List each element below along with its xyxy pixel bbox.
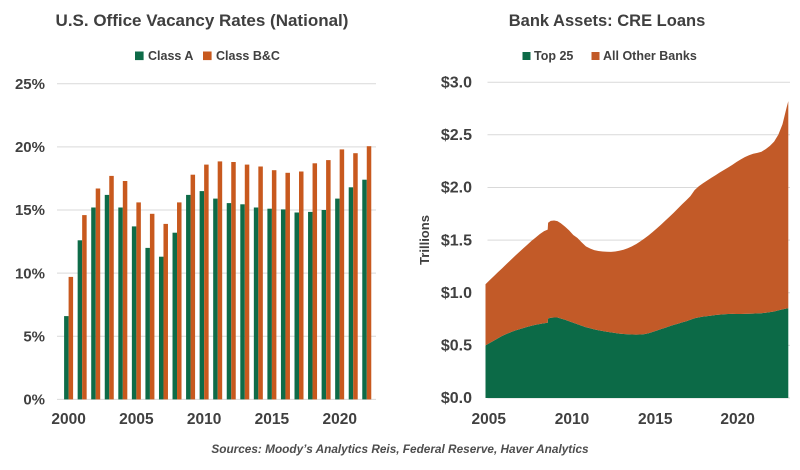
svg-text:5%: 5% <box>23 329 45 346</box>
svg-text:15%: 15% <box>15 202 45 219</box>
svg-text:2020: 2020 <box>720 411 754 428</box>
svg-text:2010: 2010 <box>555 411 589 428</box>
svg-text:2015: 2015 <box>255 411 290 428</box>
svg-text:$3.0: $3.0 <box>441 74 472 91</box>
svg-text:0%: 0% <box>23 392 45 409</box>
svg-text:$2.5: $2.5 <box>441 127 472 144</box>
svg-text:Sources: Moody’s Analytics Rei: Sources: Moody’s Analytics Reis, Federal… <box>211 442 589 456</box>
svg-text:Trillions: Trillions <box>417 215 432 265</box>
svg-text:2005: 2005 <box>119 411 154 428</box>
svg-text:U.S. Office Vacancy Rates (Nat: U.S. Office Vacancy Rates (National) <box>56 11 349 30</box>
svg-text:Class B&C: Class B&C <box>216 49 280 63</box>
svg-text:25%: 25% <box>15 76 45 93</box>
svg-text:2005: 2005 <box>471 411 506 428</box>
svg-text:$1.0: $1.0 <box>441 285 472 302</box>
svg-text:Top 25: Top 25 <box>534 49 573 63</box>
svg-text:$2.0: $2.0 <box>441 180 472 197</box>
svg-text:10%: 10% <box>15 265 45 282</box>
svg-text:20%: 20% <box>15 139 45 156</box>
svg-text:$0.5: $0.5 <box>441 338 472 355</box>
svg-text:Bank Assets: CRE Loans: Bank Assets: CRE Loans <box>509 12 706 30</box>
svg-text:All Other Banks: All Other Banks <box>603 49 697 63</box>
svg-text:$0.0: $0.0 <box>441 390 472 407</box>
svg-text:2010: 2010 <box>187 411 221 428</box>
svg-text:Class A: Class A <box>148 49 193 63</box>
svg-text:$1.5: $1.5 <box>441 232 472 249</box>
svg-text:2000: 2000 <box>51 411 85 428</box>
svg-text:2020: 2020 <box>322 411 356 428</box>
svg-text:2015: 2015 <box>638 411 673 428</box>
